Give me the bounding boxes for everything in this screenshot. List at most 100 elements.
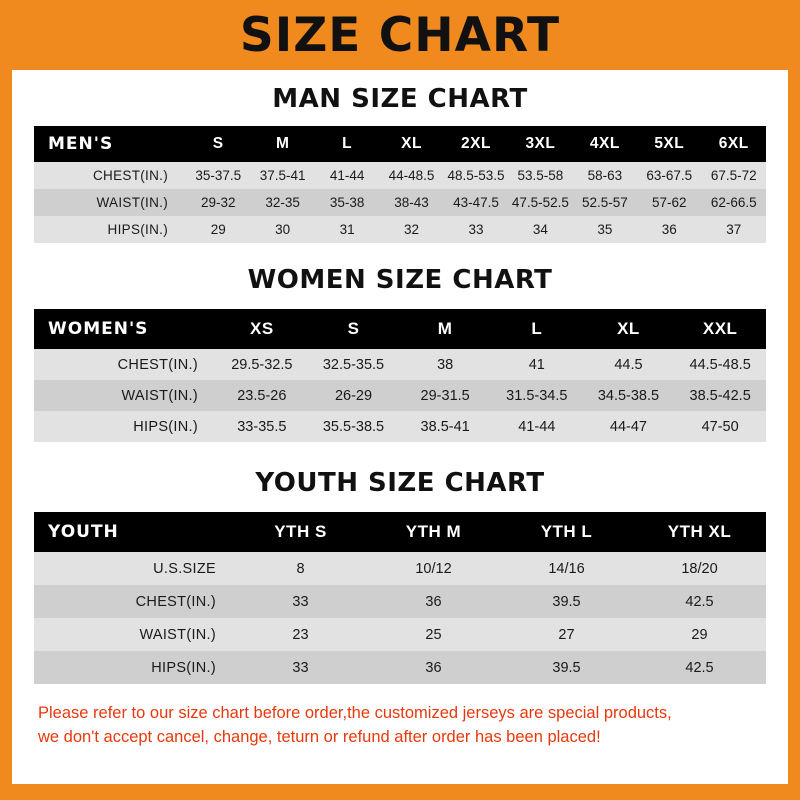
man-col-2: L xyxy=(342,135,353,152)
youth-col-3: YTH XL xyxy=(667,522,732,541)
women-row-1-cell-1: 26-29 xyxy=(334,387,373,404)
youth-col-1: YTH M xyxy=(405,522,462,541)
youth-row-0-cell-1: 10/12 xyxy=(415,560,452,577)
man-row-1-cell-6: 52.5-57 xyxy=(581,195,628,210)
notice-line-1: Please refer to our size chart before or… xyxy=(38,704,672,722)
man-row-1-cell-8: 62-66.5 xyxy=(710,195,757,210)
table-row: WAIST(IN.) 23 25 27 29 xyxy=(34,618,766,651)
youth-col-0: YTH S xyxy=(274,522,327,541)
man-row-0-cell-5: 53.5-58 xyxy=(517,168,564,183)
women-row-2-label: HIPS(IN.) xyxy=(133,418,198,435)
man-row-0-cell-7: 63-67.5 xyxy=(646,168,693,183)
youth-row-2-cell-0: 23 xyxy=(292,626,309,643)
man-size-table: MEN'S S M L XL 2XL 3XL 4XL 5XL 6XL CHEST… xyxy=(34,126,766,243)
table-row: CHEST(IN.) 35-37.5 37.5-41 41-44 44-48.5… xyxy=(34,162,766,189)
man-row-0-cell-8: 67.5-72 xyxy=(710,168,757,183)
man-col-1: M xyxy=(275,135,290,152)
women-row-1-label: WAIST(IN.) xyxy=(121,387,198,404)
man-row-0-cell-1: 37.5-41 xyxy=(259,168,306,183)
man-row-1-cell-1: 32-35 xyxy=(265,195,300,210)
youth-section-title: YOUTH SIZE CHART xyxy=(255,468,545,498)
women-col-1: S xyxy=(347,319,360,338)
women-header-label: WOMEN'S xyxy=(48,319,149,339)
youth-row-3-cell-0: 33 xyxy=(292,659,309,676)
youth-row-1-cell-3: 42.5 xyxy=(685,593,714,610)
youth-row-0-cell-3: 18/20 xyxy=(681,560,718,577)
women-row-0-cell-5: 44.5-48.5 xyxy=(689,356,751,373)
man-row-2-cell-8: 37 xyxy=(726,222,742,237)
youth-row-1-cell-2: 39.5 xyxy=(552,593,581,610)
table-row: CHEST(IN.) 33 36 39.5 42.5 xyxy=(34,585,766,618)
man-row-2-cell-2: 31 xyxy=(339,222,355,237)
man-row-1-cell-0: 29-32 xyxy=(200,195,236,210)
man-row-1-cell-5: 47.5-52.5 xyxy=(511,195,569,210)
women-row-2-cell-3: 41-44 xyxy=(518,418,556,435)
top-accent-band xyxy=(0,0,800,70)
women-row-1-cell-2: 29-31.5 xyxy=(420,387,470,404)
youth-col-2: YTH L xyxy=(540,522,593,541)
women-col-0: XS xyxy=(249,319,274,338)
man-col-8: 6XL xyxy=(718,135,749,152)
women-row-1-cell-5: 38.5-42.5 xyxy=(689,387,751,404)
man-row-2-cell-4: 33 xyxy=(468,222,484,237)
youth-row-3-cell-2: 39.5 xyxy=(552,659,581,676)
women-row-0-cell-4: 44.5 xyxy=(614,356,643,373)
man-row-2-cell-7: 36 xyxy=(661,222,677,237)
table-header-row: WOMEN'S XS S M L XL XXL xyxy=(34,309,766,349)
youth-row-0-cell-2: 14/16 xyxy=(548,560,585,577)
youth-header-label: YOUTH xyxy=(48,522,119,542)
man-header-label: MEN'S xyxy=(48,134,114,154)
table-row: HIPS(IN.) 33 36 39.5 42.5 xyxy=(34,651,766,684)
table-row: WAIST(IN.) 29-32 32-35 35-38 38-43 43-47… xyxy=(34,189,766,216)
content-area: MAN SIZE CHART MEN'S S M L XL 2XL 3XL 4X… xyxy=(12,70,788,784)
youth-row-1-cell-0: 33 xyxy=(292,593,309,610)
youth-row-0-label: U.S.SIZE xyxy=(153,560,216,577)
man-row-0-cell-3: 44-48.5 xyxy=(388,168,435,183)
women-row-2-cell-4: 44-47 xyxy=(609,418,647,435)
table-row: U.S.SIZE 8 10/12 14/16 18/20 xyxy=(34,552,766,585)
notice-text: Please refer to our size chart before or… xyxy=(34,702,766,750)
man-row-0-cell-0: 35-37.5 xyxy=(195,168,242,183)
women-row-2-cell-1: 35.5-38.5 xyxy=(322,418,385,435)
youth-row-2-cell-2: 27 xyxy=(558,626,575,643)
man-row-1-cell-2: 35-38 xyxy=(329,195,365,210)
bottom-accent-band xyxy=(0,784,800,800)
youth-row-3-cell-1: 36 xyxy=(425,659,442,676)
man-col-6: 4XL xyxy=(589,135,620,152)
women-col-2: M xyxy=(437,319,453,338)
man-col-4: 2XL xyxy=(461,135,491,152)
youth-row-2-label: WAIST(IN.) xyxy=(139,626,216,643)
man-row-2-cell-5: 34 xyxy=(532,222,548,237)
man-row-0-cell-2: 41-44 xyxy=(329,168,365,183)
man-row-1-cell-4: 43-47.5 xyxy=(453,195,499,210)
women-col-5: XXL xyxy=(702,319,738,338)
man-col-3: XL xyxy=(401,135,422,152)
youth-row-1-label: CHEST(IN.) xyxy=(135,593,216,610)
notice-line-2: we don't accept cancel, change, teturn o… xyxy=(38,727,601,746)
man-row-2-label: HIPS(IN.) xyxy=(107,222,168,237)
page-title: SIZE CHART xyxy=(239,7,561,63)
women-row-0-cell-3: 41 xyxy=(528,356,545,373)
women-row-0-cell-2: 38 xyxy=(437,356,454,373)
youth-row-0-cell-0: 8 xyxy=(296,560,305,577)
women-row-0-label: CHEST(IN.) xyxy=(117,356,198,373)
table-header-row: MEN'S S M L XL 2XL 3XL 4XL 5XL 6XL xyxy=(34,126,766,162)
table-row: WAIST(IN.) 23.5-26 26-29 29-31.5 31.5-34… xyxy=(34,380,766,411)
table-row: CHEST(IN.) 29.5-32.5 32.5-35.5 38 41 44.… xyxy=(34,349,766,380)
women-section-title: WOMEN SIZE CHART xyxy=(247,265,553,295)
youth-row-2-cell-3: 29 xyxy=(691,626,708,643)
man-col-7: 5XL xyxy=(654,135,685,152)
table-row: HIPS(IN.) 29 30 31 32 33 34 35 36 37 xyxy=(34,216,766,243)
man-row-0-label: CHEST(IN.) xyxy=(93,168,168,183)
man-row-0-cell-6: 58-63 xyxy=(587,168,623,183)
man-col-5: 3XL xyxy=(525,135,556,152)
women-size-table: WOMEN'S XS S M L XL XXL CHEST(IN.) 29.5-… xyxy=(34,309,766,442)
women-row-0-cell-0: 29.5-32.5 xyxy=(231,356,293,373)
women-row-1-cell-0: 23.5-26 xyxy=(237,387,287,404)
man-row-1-cell-7: 57-62 xyxy=(652,195,687,210)
women-row-0-cell-1: 32.5-35.5 xyxy=(322,356,385,373)
women-col-4: XL xyxy=(617,319,640,338)
man-col-0: S xyxy=(212,135,224,152)
man-row-2-cell-0: 29 xyxy=(210,222,226,237)
man-section-title: MAN SIZE CHART xyxy=(272,84,528,114)
